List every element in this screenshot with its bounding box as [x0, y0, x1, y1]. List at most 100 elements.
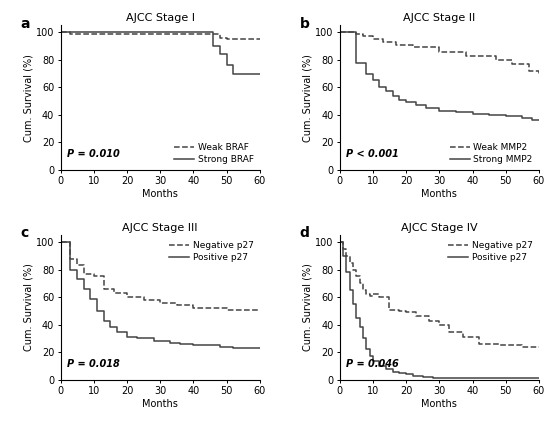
Negative p27 [356, 281, 363, 286]
Negative p27 [256, 307, 263, 312]
Positive p27 [366, 354, 373, 359]
Strong MMP2 [370, 78, 376, 83]
Strong MMP2 [503, 114, 509, 119]
Title: AJCC Stage IV: AJCC Stage IV [401, 223, 477, 233]
X-axis label: Months: Months [421, 189, 457, 199]
Strong BRAF [210, 43, 217, 49]
Legend: Weak MMP2, Strong MMP2: Weak MMP2, Strong MMP2 [448, 142, 535, 165]
Text: c: c [21, 227, 29, 241]
Text: a: a [21, 16, 30, 31]
Weak BRAF [173, 31, 180, 36]
Strong MMP2 [336, 30, 343, 35]
Strong BRAF [57, 30, 64, 35]
Weak MMP2 [463, 53, 469, 58]
Positive p27 [403, 372, 409, 377]
Weak BRAF [256, 37, 263, 42]
Weak BRAF [223, 37, 230, 42]
Legend: Negative p27, Positive p27: Negative p27, Positive p27 [447, 240, 535, 263]
Negative p27 [496, 343, 502, 348]
Weak MMP2 [353, 31, 360, 36]
Positive p27 [353, 315, 360, 320]
Weak BRAF [217, 35, 223, 40]
Negative p27 [140, 298, 147, 303]
Weak BRAF [67, 31, 74, 36]
Positive p27 [340, 253, 346, 258]
Positive p27 [114, 329, 120, 334]
Weak MMP2 [393, 42, 399, 47]
Negative p27 [376, 295, 383, 300]
Weak MMP2 [409, 45, 416, 50]
Negative p27 [476, 341, 482, 346]
Strong MMP2 [403, 100, 409, 105]
Title: AJCC Stage I: AJCC Stage I [126, 13, 195, 23]
Negative p27 [459, 335, 466, 340]
Strong MMP2 [436, 108, 443, 113]
Negative p27 [90, 274, 97, 279]
Negative p27 [446, 329, 453, 334]
Strong BRAF [223, 63, 230, 68]
Negative p27 [403, 310, 409, 315]
Text: P = 0.010: P = 0.010 [67, 149, 120, 159]
Weak MMP2 [379, 39, 386, 44]
Negative p27 [412, 314, 419, 319]
Negative p27 [353, 274, 360, 279]
Weak BRAF [57, 30, 64, 35]
Y-axis label: Cum. Survival (%): Cum. Survival (%) [23, 263, 33, 352]
Positive p27 [256, 346, 263, 351]
Positive p27 [459, 376, 466, 381]
Title: AJCC Stage II: AJCC Stage II [403, 13, 475, 23]
Strong BRAF [173, 30, 180, 35]
Negative p27 [396, 308, 403, 314]
Strong MMP2 [529, 118, 536, 123]
Negative p27 [67, 256, 74, 261]
Positive p27 [356, 325, 363, 330]
Weak MMP2 [492, 57, 499, 62]
Legend: Weak BRAF, Strong BRAF: Weak BRAF, Strong BRAF [172, 142, 255, 165]
Negative p27 [124, 295, 130, 300]
Positive p27 [409, 373, 416, 378]
Negative p27 [57, 239, 64, 244]
Negative p27 [101, 286, 107, 291]
Positive p27 [336, 239, 343, 244]
Positive p27 [57, 239, 64, 244]
Negative p27 [426, 318, 433, 323]
Positive p27 [443, 376, 449, 381]
Positive p27 [486, 376, 492, 381]
Line: Positive p27: Positive p27 [60, 242, 260, 348]
Positive p27 [519, 376, 526, 381]
Strong MMP2 [376, 85, 383, 90]
Positive p27 [346, 288, 353, 293]
Y-axis label: Cum. Survival (%): Cum. Survival (%) [302, 263, 312, 352]
Negative p27 [340, 246, 346, 252]
Weak MMP2 [536, 71, 542, 76]
Strong MMP2 [423, 106, 430, 111]
Strong MMP2 [383, 89, 389, 94]
Positive p27 [350, 301, 356, 306]
Text: d: d [300, 227, 310, 241]
Text: b: b [300, 16, 310, 31]
Positive p27 [230, 346, 236, 351]
Line: Strong BRAF: Strong BRAF [60, 32, 260, 73]
Positive p27 [107, 325, 114, 330]
Positive p27 [430, 376, 436, 381]
Positive p27 [177, 341, 184, 346]
X-axis label: Months: Months [142, 399, 178, 409]
Positive p27 [383, 366, 389, 371]
Negative p27 [350, 267, 356, 272]
Positive p27 [536, 376, 542, 381]
Positive p27 [363, 347, 370, 352]
Line: Positive p27: Positive p27 [339, 242, 539, 379]
Strong MMP2 [389, 93, 396, 98]
Text: P = 0.046: P = 0.046 [346, 359, 399, 369]
Strong MMP2 [536, 118, 542, 123]
Strong MMP2 [412, 103, 419, 108]
Weak MMP2 [526, 68, 532, 73]
Positive p27 [124, 335, 130, 340]
Strong MMP2 [363, 71, 370, 76]
Positive p27 [396, 371, 403, 376]
Strong BRAF [217, 52, 223, 57]
Strong MMP2 [469, 111, 476, 116]
Negative p27 [360, 288, 366, 293]
Negative p27 [111, 290, 117, 295]
Negative p27 [386, 307, 393, 312]
